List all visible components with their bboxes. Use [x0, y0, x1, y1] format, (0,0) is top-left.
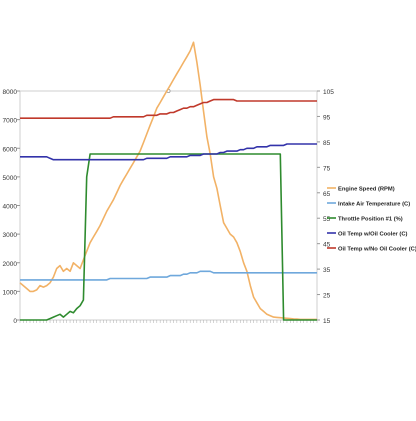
y2-tick-label: 35	[323, 267, 331, 274]
y2-tick-label: 55	[323, 216, 331, 223]
legend: Engine Speed (RPM) Intake Air Temperature…	[327, 186, 416, 252]
legend-label: Oil Temp w/No Oil Cooler (C)	[338, 246, 416, 252]
y-tick-label: 8000	[3, 89, 18, 96]
y-tick-label: 3000	[3, 232, 18, 239]
series-intake-air-temperature-c	[20, 270, 317, 281]
series-throttle-position-1	[20, 153, 317, 321]
y2-tick-label: 105	[323, 89, 334, 96]
axes: 0 1000 2000 3000 4000 5000 6000 7000 8000 15 25 35 4…	[3, 89, 335, 325]
y2-tick-label: 95	[323, 114, 331, 121]
y-tick-label: 1000	[3, 289, 18, 296]
legend-label: Oil Temp w/Oil Cooler (C)	[338, 231, 408, 237]
y-tick-label: 5000	[3, 175, 18, 182]
series-layer	[19, 41, 317, 321]
legend-label: Throttle Position #1 (%)	[338, 216, 403, 222]
y2-tick-label: 75	[323, 165, 331, 172]
y2-tick-label: 25	[323, 293, 331, 300]
series-oil-temp-w-no-oil-cooler-c	[20, 98, 317, 119]
legend-label: Intake Air Temperature (C)	[338, 201, 410, 207]
plot-area	[19, 90, 318, 321]
y-tick-label: 7000	[3, 118, 18, 125]
y2-tick-label: 15	[323, 318, 331, 325]
series-oil-temp-w-oil-cooler-c	[20, 143, 317, 161]
y-tick-label: 0	[13, 318, 17, 325]
y-tick-label: 4000	[3, 204, 18, 211]
y-tick-label: 2000	[3, 261, 18, 268]
series-engine-speed-rpm	[19, 41, 317, 321]
y-tick-label: 6000	[3, 146, 18, 153]
y2-tick-label: 45	[323, 242, 331, 249]
y2-tick-label: 85	[323, 140, 331, 147]
legend-label: Engine Speed (RPM)	[338, 186, 395, 192]
y2-tick-label: 65	[323, 191, 331, 198]
